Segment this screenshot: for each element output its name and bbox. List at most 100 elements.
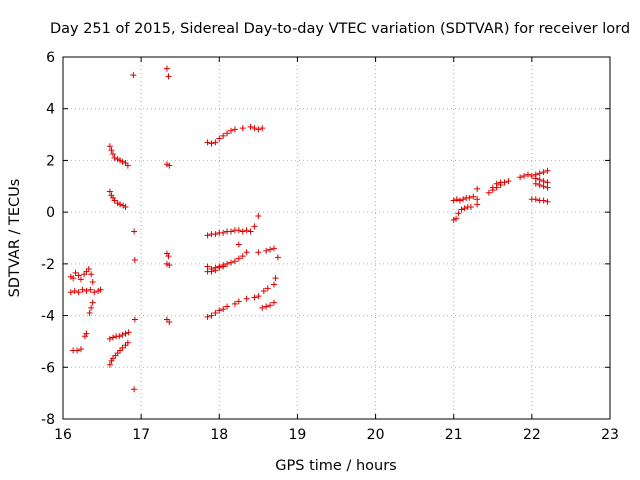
data-point — [165, 253, 172, 260]
data-point — [106, 143, 113, 150]
data-point — [536, 170, 543, 177]
data-point — [111, 197, 118, 204]
x-tick-label: 20 — [367, 427, 385, 443]
data-point — [532, 175, 539, 182]
data-point — [208, 268, 215, 275]
data-point — [212, 139, 219, 146]
data-point — [108, 147, 115, 154]
data-point — [212, 267, 219, 274]
data-point — [119, 344, 126, 351]
data-point — [224, 303, 231, 310]
data-point — [77, 346, 84, 353]
data-point — [544, 184, 551, 191]
data-point — [163, 65, 170, 72]
data-point — [220, 263, 227, 270]
data-point — [270, 281, 277, 288]
data-point — [235, 298, 242, 305]
data-point — [255, 293, 262, 300]
data-point — [270, 299, 277, 306]
data-point — [243, 249, 250, 256]
data-point — [125, 329, 132, 336]
data-point — [131, 386, 138, 393]
data-point — [536, 181, 543, 188]
data-point — [251, 223, 258, 230]
data-point — [75, 272, 82, 279]
data-point — [259, 125, 266, 132]
data-point — [453, 215, 460, 222]
data-point — [489, 184, 496, 191]
data-point — [85, 266, 92, 273]
data-point — [87, 286, 94, 293]
data-point — [532, 196, 539, 203]
data-point — [88, 271, 95, 278]
data-point — [83, 330, 90, 337]
axis-ticks: 16 17 18 19 20 21 22 23 -8 -6 -4 -2 0 2 4 6 — [41, 50, 619, 443]
data-points — [67, 65, 551, 393]
data-point — [75, 289, 82, 296]
data-point — [247, 228, 254, 235]
data-point — [528, 172, 535, 179]
data-point — [91, 289, 98, 296]
data-point — [166, 262, 173, 269]
data-point — [264, 285, 271, 292]
data-point — [485, 189, 492, 196]
data-point — [474, 196, 481, 203]
y-tick-label: -6 — [41, 360, 55, 376]
data-point — [122, 203, 129, 210]
data-point — [208, 140, 215, 147]
data-point — [505, 178, 512, 185]
data-point — [79, 286, 86, 293]
y-tick-label: 2 — [46, 153, 55, 169]
data-point — [231, 126, 238, 133]
data-point — [493, 180, 500, 187]
data-point — [208, 312, 215, 319]
data-point — [228, 228, 235, 235]
data-point — [204, 313, 211, 320]
data-point — [122, 330, 129, 337]
x-tick-label: 22 — [523, 427, 541, 443]
data-point — [224, 130, 231, 137]
data-point — [220, 132, 227, 139]
y-tick-label: -4 — [41, 309, 55, 325]
data-point — [106, 335, 113, 342]
x-tick-label: 16 — [54, 427, 72, 443]
data-point — [255, 213, 262, 220]
data-point — [97, 286, 104, 293]
data-point — [540, 197, 547, 204]
data-point — [119, 158, 126, 165]
data-point — [466, 194, 473, 201]
data-point — [88, 304, 95, 311]
data-point — [456, 197, 463, 204]
data-point — [231, 258, 238, 265]
data-point — [259, 304, 266, 311]
y-axis-label: SDTVAR / TECUs — [7, 179, 23, 298]
data-point — [544, 167, 551, 174]
data-point — [536, 176, 543, 183]
data-point — [220, 306, 227, 313]
data-point — [89, 278, 96, 285]
x-tick-label: 19 — [289, 427, 307, 443]
data-point — [74, 347, 81, 354]
data-point — [263, 303, 270, 310]
data-point — [455, 210, 462, 217]
data-point — [239, 125, 246, 132]
data-point — [461, 205, 468, 212]
data-point — [71, 288, 78, 295]
data-point — [204, 232, 211, 239]
data-point — [255, 249, 262, 256]
y-tick-label: -2 — [41, 257, 55, 273]
grid — [63, 57, 610, 419]
data-point — [212, 231, 219, 238]
data-point — [450, 197, 457, 204]
data-point — [235, 255, 242, 262]
data-point — [165, 73, 172, 80]
data-point — [270, 245, 277, 252]
data-point — [532, 180, 539, 187]
data-point — [124, 162, 131, 169]
chart-title: Day 251 of 2015, Sidereal Day-to-day VTE… — [50, 21, 630, 37]
data-point — [224, 260, 231, 267]
data-point — [239, 253, 246, 260]
y-tick-label: -8 — [41, 412, 55, 428]
data-point — [89, 299, 96, 306]
